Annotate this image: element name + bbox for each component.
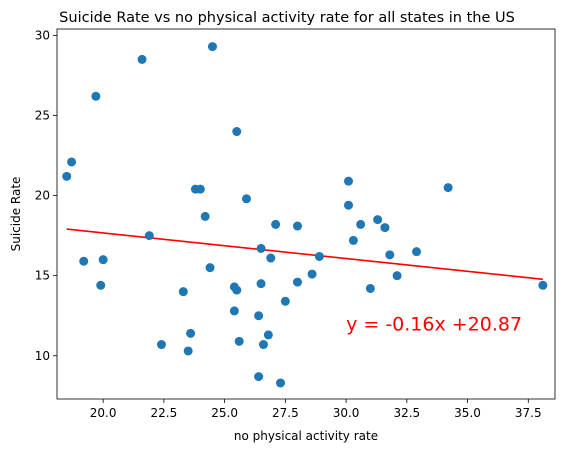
scatter-point bbox=[308, 270, 317, 279]
scatter-point bbox=[99, 255, 108, 264]
scatter-point bbox=[235, 337, 244, 346]
scatter-point bbox=[232, 127, 241, 136]
scatter-point bbox=[206, 263, 215, 272]
scatter-point bbox=[293, 278, 302, 287]
scatter-point bbox=[62, 172, 71, 181]
scatter-point bbox=[315, 252, 324, 261]
scatter-point bbox=[208, 42, 217, 51]
scatter-point bbox=[254, 311, 263, 320]
regression-line-group bbox=[67, 229, 543, 279]
scatter-point bbox=[257, 279, 266, 288]
scatter-point bbox=[393, 271, 402, 280]
scatter-point bbox=[145, 231, 154, 240]
x-tick-label: 22.5 bbox=[151, 406, 178, 420]
y-tick-label: 30 bbox=[35, 28, 50, 42]
scatter-point bbox=[91, 92, 100, 101]
scatter-point bbox=[293, 222, 302, 231]
scatter-point bbox=[67, 157, 76, 166]
scatter-point bbox=[380, 223, 389, 232]
scatter-point bbox=[79, 257, 88, 266]
scatter-point bbox=[349, 236, 358, 245]
scatter-point bbox=[257, 244, 266, 253]
scatter-point bbox=[412, 247, 421, 256]
scatter-point bbox=[232, 286, 241, 295]
scatter-point bbox=[356, 220, 365, 229]
scatter-point bbox=[538, 281, 547, 290]
y-axis-label: Suicide Rate bbox=[9, 177, 23, 252]
scatter-point bbox=[230, 306, 239, 315]
scatter-point bbox=[96, 281, 105, 290]
x-tick-label: 27.5 bbox=[272, 406, 299, 420]
scatter-point bbox=[157, 340, 166, 349]
x-tick-label: 32.5 bbox=[393, 406, 420, 420]
scatter-point bbox=[266, 254, 275, 263]
chart-title: Suicide Rate vs no physical activity rat… bbox=[59, 10, 515, 26]
scatter-point bbox=[281, 297, 290, 306]
scatter-point bbox=[444, 183, 453, 192]
regression-line bbox=[67, 229, 543, 279]
x-tick-label: 37.5 bbox=[515, 406, 542, 420]
y-tick-label: 20 bbox=[35, 189, 50, 203]
x-tick-label: 25.0 bbox=[211, 406, 238, 420]
y-axis-ticks: 10 15 20 25 30 bbox=[35, 28, 57, 362]
scatter-point bbox=[138, 55, 147, 64]
scatter-point bbox=[264, 330, 273, 339]
x-tick-label: 30.0 bbox=[333, 406, 360, 420]
x-tick-label: 35.0 bbox=[454, 406, 481, 420]
scatter-point bbox=[344, 177, 353, 186]
scatter-point bbox=[271, 220, 280, 229]
scatter-point bbox=[276, 378, 285, 387]
scatter-point bbox=[201, 212, 210, 221]
x-axis-ticks: 20.0 22.5 25.0 27.5 30.0 32.5 35.0 37.5 bbox=[90, 399, 542, 420]
regression-equation-label: y = -0.16x +20.87 bbox=[346, 314, 522, 336]
scatter-point bbox=[186, 329, 195, 338]
scatter-point bbox=[254, 372, 263, 381]
axes-frame bbox=[57, 29, 555, 399]
y-tick-label: 15 bbox=[35, 269, 50, 283]
scatter-point bbox=[373, 215, 382, 224]
scatter-point bbox=[179, 287, 188, 296]
scatter-point bbox=[385, 250, 394, 259]
scatter-point bbox=[184, 346, 193, 355]
scatter-point bbox=[259, 340, 268, 349]
scatter-point bbox=[196, 185, 205, 194]
scatter-point bbox=[242, 194, 251, 203]
x-tick-label: 20.0 bbox=[90, 406, 117, 420]
scatter-point bbox=[366, 284, 375, 293]
scatter-point bbox=[344, 201, 353, 210]
y-tick-label: 25 bbox=[35, 108, 50, 122]
y-tick-label: 10 bbox=[35, 349, 50, 363]
x-axis-label: no physical activity rate bbox=[234, 429, 378, 443]
